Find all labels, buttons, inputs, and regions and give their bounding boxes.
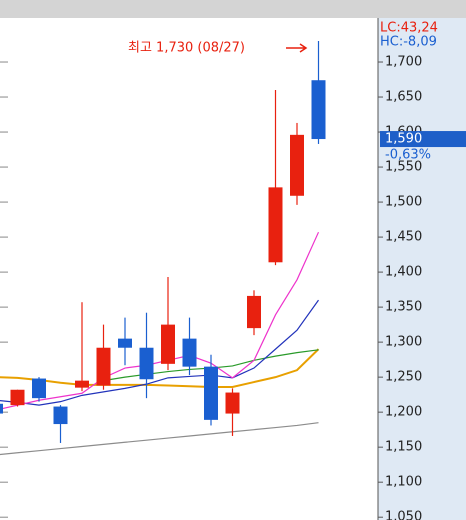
- moving-average: [0, 299, 319, 406]
- y-tick-label: 1,300: [385, 335, 422, 350]
- y-tick-label: 1,500: [385, 195, 422, 210]
- candle-body: [161, 324, 175, 364]
- candle-body: [118, 338, 132, 348]
- candle-body: [268, 187, 283, 263]
- y-tick-label: 1,550: [385, 160, 422, 175]
- moving-average: [0, 231, 320, 410]
- candle-body: [10, 389, 25, 406]
- indicator-label: HC:-8,09: [380, 35, 437, 50]
- last-price: 1,590: [385, 132, 422, 147]
- candle-body: [96, 347, 111, 386]
- y-tick-label: 1,650: [385, 90, 422, 105]
- top-bar: [0, 0, 466, 18]
- indicator-label: LC:43,24: [380, 21, 438, 36]
- candle-body: [225, 392, 240, 414]
- moving-average: [0, 422, 319, 456]
- candle-body: [0, 403, 3, 414]
- y-tick-label: 1,450: [385, 230, 422, 245]
- y-tick-label: 1,250: [385, 370, 422, 385]
- candle-body: [311, 80, 326, 140]
- y-tick-label: 1,150: [385, 440, 422, 455]
- y-tick-label: 1,350: [385, 300, 422, 315]
- price-badge: [380, 131, 466, 148]
- y-tick-label: 1,200: [385, 405, 422, 420]
- candle-body: [182, 338, 197, 367]
- candle-body: [75, 380, 89, 388]
- price-axis-panel: [378, 18, 466, 520]
- y-tick-label: 1,400: [385, 265, 422, 280]
- candle-body: [53, 406, 68, 425]
- candle-body: [139, 347, 154, 380]
- candle-body: [290, 134, 304, 196]
- change-label: -0,63%: [385, 148, 431, 163]
- candle-body: [32, 378, 46, 399]
- y-tick-label: 1,050: [385, 510, 422, 520]
- high-annotation: 최고 1,730 (08/27): [128, 41, 245, 56]
- annotation-arrow: [286, 43, 308, 53]
- y-tick-label: 1,100: [385, 475, 422, 490]
- y-tick-label: 1,700: [385, 55, 422, 70]
- candle-body: [247, 295, 261, 329]
- candle-body: [204, 366, 218, 420]
- moving-average: [0, 348, 320, 388]
